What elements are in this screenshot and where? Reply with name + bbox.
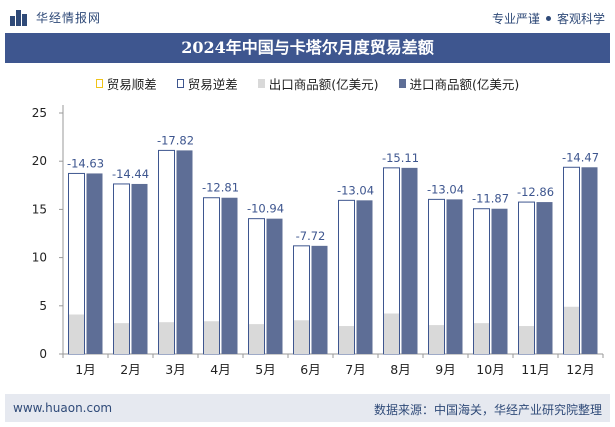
deficit-data-label: -14.47 (562, 150, 599, 164)
legend-swatch-import (398, 78, 406, 88)
bar-import (311, 245, 328, 354)
bullet-icon (545, 16, 551, 21)
deficit-data-label: -13.04 (427, 182, 464, 196)
x-tick-label: 11月 (521, 362, 549, 377)
bar-import (491, 208, 508, 354)
bar-import (536, 202, 553, 354)
chart-title: 2024年中国与卡塔尔月度贸易差额 (5, 33, 610, 63)
deficit-data-label: -15.11 (382, 151, 419, 165)
chart-legend: 贸易顺差 贸易逆差 出口商品额(亿美元) 进口商品额(亿美元) (0, 74, 615, 92)
bar-import (176, 150, 193, 354)
bar-export (69, 314, 84, 354)
tagline-left: 专业严谨 (491, 12, 540, 26)
bar-export (474, 323, 489, 354)
legend-item-deficit: 贸易逆差 (176, 74, 238, 92)
x-tick-label: 4月 (210, 362, 230, 377)
bar-import (356, 200, 373, 354)
bar-export (429, 325, 444, 354)
deficit-data-label: -17.82 (157, 133, 194, 147)
brand-logo[interactable]: 华经情报网 (10, 9, 101, 26)
bar-import (266, 218, 283, 354)
deficit-data-label: -13.04 (337, 183, 374, 197)
x-tick-label: 12月 (566, 362, 594, 377)
x-tick-label: 2月 (120, 362, 140, 377)
x-tick-label: 6月 (300, 362, 320, 377)
legend-label-export: 出口商品额(亿美元) (268, 76, 379, 92)
legend-item-surplus: 贸易顺差 (95, 74, 157, 92)
bar-import (401, 167, 418, 354)
x-tick-label: 3月 (165, 362, 185, 377)
bar-import (581, 167, 598, 354)
bar-import (446, 199, 463, 354)
x-tick-label: 8月 (390, 362, 410, 377)
bar-import (131, 183, 148, 354)
bar-export (294, 320, 309, 354)
y-tick-label: 0 (39, 347, 47, 361)
tagline: 专业严谨 客观科学 (492, 10, 605, 27)
bar-export (564, 306, 579, 354)
tagline-right: 客观科学 (556, 12, 605, 26)
legend-swatch-deficit (176, 78, 184, 88)
deficit-data-label: -11.87 (472, 192, 509, 206)
x-tick-label: 1月 (75, 362, 95, 377)
y-tick-label: 5 (39, 299, 47, 313)
bar-export (159, 322, 174, 354)
legend-label-import: 进口商品额(亿美元) (409, 76, 520, 92)
y-tick-label: 10 (32, 251, 47, 265)
y-tick-label: 15 (32, 202, 47, 216)
bar-export (339, 326, 354, 354)
brand-name: 华经情报网 (36, 11, 102, 25)
legend-label-deficit: 贸易逆差 (187, 76, 238, 92)
x-tick-label: 9月 (435, 362, 455, 377)
x-tick-label: 5月 (255, 362, 275, 377)
bar-export (204, 321, 219, 354)
bar-export (114, 323, 129, 354)
y-tick-label: 25 (32, 106, 47, 120)
bar-export (384, 313, 399, 354)
legend-item-export: 出口商品额(亿美元) (257, 74, 379, 92)
deficit-data-label: -12.86 (517, 185, 554, 199)
deficit-data-label: -7.72 (296, 229, 326, 243)
y-tick-label: 20 (32, 154, 47, 168)
top-bar: 华经情报网 专业严谨 客观科学 (0, 0, 615, 33)
brand-logo-icon (10, 9, 28, 26)
legend-label-surplus: 贸易顺差 (106, 76, 157, 92)
bar-import (221, 197, 238, 354)
bar-export (519, 326, 534, 354)
legend-item-import: 进口商品额(亿美元) (398, 74, 520, 92)
footer: www.huaon.com 数据来源：中国海关，华经产业研究院整理 (5, 394, 610, 422)
deficit-data-label: -12.81 (202, 181, 239, 195)
x-tick-label: 10月 (476, 362, 504, 377)
footer-source: 数据来源：中国海关，华经产业研究院整理 (373, 403, 602, 417)
bar-import (86, 173, 103, 354)
deficit-data-label: -14.63 (67, 156, 104, 170)
legend-swatch-surplus (95, 78, 103, 88)
deficit-data-label: -10.94 (247, 202, 284, 216)
x-tick-label: 7月 (345, 362, 365, 377)
footer-website-link[interactable]: www.huaon.com (13, 401, 113, 415)
legend-swatch-export (257, 78, 265, 88)
bar-export (249, 324, 264, 354)
deficit-data-label: -14.44 (112, 167, 149, 181)
